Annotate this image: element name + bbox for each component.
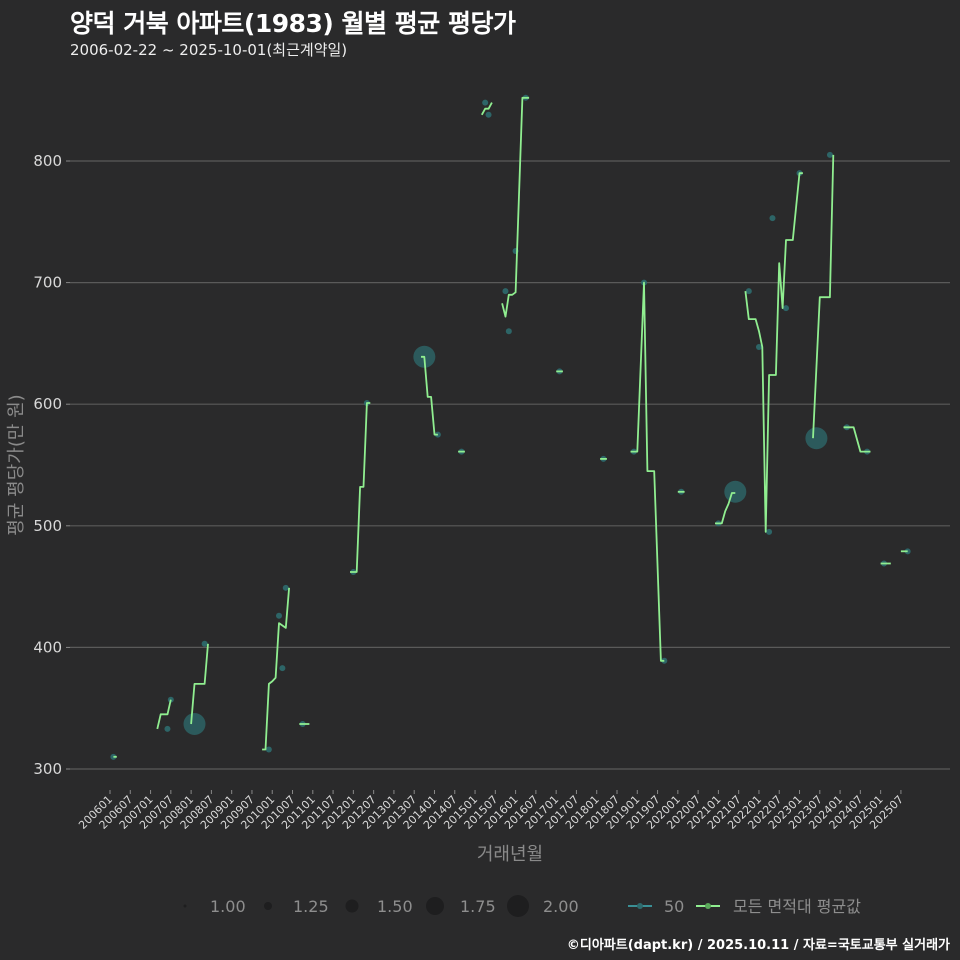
data-point: [755, 344, 762, 351]
legend-size-label: 1.75: [460, 897, 496, 916]
data-point: [164, 725, 171, 732]
legend-size-label: 1.50: [377, 897, 413, 916]
legend-size-swatch: [507, 895, 529, 917]
data-point: [766, 528, 773, 535]
data-point: [485, 111, 492, 118]
y-tick-label: 400: [33, 638, 62, 656]
data-point: [482, 99, 489, 106]
legend-size-swatch: [426, 897, 444, 915]
data-point: [167, 696, 174, 703]
average-line-segment: [190, 643, 209, 725]
average-line-segment: [350, 402, 371, 573]
chart-subtitle: 2006-02-22 ~ 2025-10-01(최근계약일): [70, 41, 348, 59]
data-point: [282, 584, 289, 591]
data-point: [745, 288, 752, 295]
data-point: [805, 427, 828, 450]
legend-size-label: 2.00: [543, 897, 579, 916]
legend-size-swatch: [183, 904, 187, 908]
data-point: [183, 713, 206, 736]
series-all-lines: [113, 96, 908, 758]
average-line-segment: [501, 96, 530, 318]
data-point: [661, 657, 668, 664]
data-point: [826, 151, 833, 158]
y-axis-title: 평균 평당가(만 원): [6, 394, 27, 535]
data-point: [724, 480, 747, 503]
data-point: [276, 612, 282, 619]
average-line-segment: [843, 426, 871, 453]
data-point: [505, 328, 512, 335]
legend-series-all: 모든 면적대 평균값: [733, 897, 861, 916]
y-tick-label: 600: [33, 395, 62, 413]
legend-size-swatch: [345, 899, 359, 913]
legend-size-label: 1.00: [210, 897, 246, 916]
average-line-segment: [421, 355, 438, 436]
average-line-segment: [812, 154, 835, 439]
x-axis-ticks: 2006012006072007012007072008012008072009…: [76, 790, 906, 832]
y-tick-label: 700: [33, 274, 62, 292]
data-point: [279, 665, 286, 672]
source-caption: ©디아파트(dapt.kr) / 2025.10.11 / 자료=국토교통부 실…: [566, 938, 950, 953]
series-50-dots: [110, 94, 911, 760]
data-point: [769, 215, 776, 222]
data-point: [502, 288, 509, 295]
y-axis-ticks: 300 400 500 600 700 800: [33, 152, 70, 778]
y-gridlines: [70, 160, 950, 770]
average-line-segment: [715, 492, 736, 525]
y-tick-label: 800: [33, 152, 62, 170]
average-line-segment: [156, 699, 172, 730]
chart-title: 양덕 거북 아파트(1983) 월별 평균 평당가: [70, 9, 516, 38]
legend-size-swatch: [264, 902, 272, 910]
legend: 1.00 1.25 1.50 1.75 2.00 50 모든 면적대 평균값: [183, 895, 861, 917]
legend-series-50: 50: [664, 897, 684, 916]
data-point: [783, 305, 789, 312]
average-line-segment: [744, 172, 803, 533]
y-tick-label: 300: [33, 760, 62, 778]
average-line-segment: [481, 102, 493, 116]
average-line-segment: [262, 587, 290, 751]
y-tick-label: 500: [33, 517, 62, 535]
data-point: [265, 746, 272, 753]
data-point: [201, 640, 208, 647]
x-axis-title: 거래년월: [477, 844, 543, 865]
legend-size-label: 1.25: [293, 897, 329, 916]
data-point: [110, 753, 117, 760]
average-line-segment: [630, 281, 665, 662]
